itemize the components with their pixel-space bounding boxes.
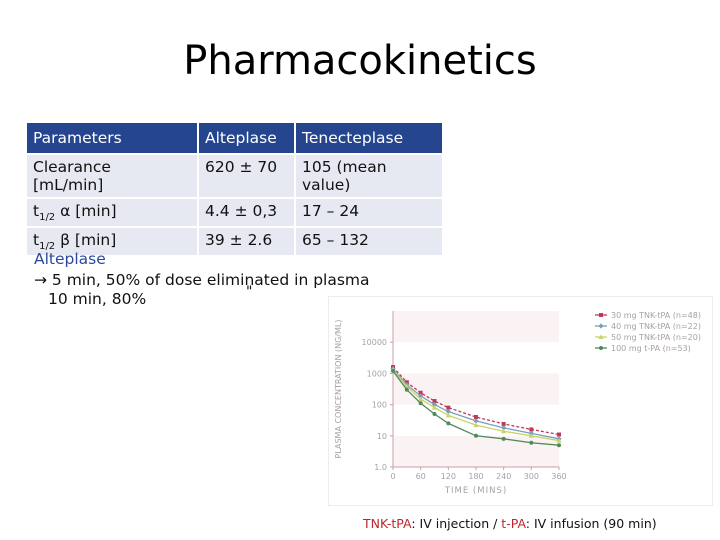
data-point: [391, 368, 395, 373]
data-point: [557, 443, 561, 448]
param-t: t: [33, 231, 40, 250]
data-point: [418, 390, 423, 395]
legend-label: 40 mg TNK-tPA (n=22): [611, 322, 701, 331]
data-point: [501, 421, 506, 426]
cell-param-t-half-alpha: t1/2 α [min]: [27, 197, 199, 227]
legend-label: 30 mg TNK-tPA (n=48): [611, 311, 701, 320]
y-tick-label: 10000: [362, 338, 387, 347]
ditto-mark: ": [246, 284, 253, 300]
y-tick-label: 1000: [367, 369, 387, 378]
x-axis-label: TIME (MINS): [444, 486, 507, 496]
cell-param-clearance: Clearance [mL/min]: [27, 153, 199, 197]
data-point: [529, 427, 534, 432]
data-point: [599, 313, 603, 317]
x-tick-label: 240: [496, 472, 511, 481]
x-tick-label: 180: [468, 472, 483, 481]
plot-band: [393, 435, 559, 467]
cell-tenecteplase-t-half-beta: 65 – 132: [296, 226, 444, 256]
legend-label: 100 mg t-PA (n=53): [611, 344, 691, 353]
tenecteplase-clearance-line1: 105 (mean: [302, 158, 387, 176]
x-tick-label: 60: [416, 472, 426, 481]
cell-param-t-half-beta: t1/2 β [min]: [27, 226, 199, 256]
caption-tnk-desc: : IV injection /: [411, 516, 502, 531]
caption-tpa-desc: : IV infusion (90 min): [525, 516, 657, 531]
x-tick-label: 300: [524, 472, 539, 481]
y-tick-label: 100: [372, 401, 387, 410]
data-point: [557, 432, 561, 437]
chart-svg: 10000 1000 100 10 1.00 60 120 180 240 300 360 TIME …: [334, 311, 701, 496]
data-point: [598, 334, 604, 339]
data-point: [501, 428, 507, 434]
table-row-clearance: Clearance [mL/min] 620 ± 70 105 (mean va…: [27, 153, 444, 197]
header-alteplase: Alteplase: [199, 123, 296, 153]
slide-title: Pharmacokinetics: [183, 38, 537, 84]
data-point: [445, 412, 451, 418]
param-subscript: 1/2: [39, 241, 56, 253]
caption-tnk: TNK-tPA: [363, 516, 412, 531]
data-point: [418, 401, 423, 406]
data-point: [446, 405, 451, 410]
data-point: [598, 323, 604, 329]
cell-alteplase-t-half-beta: 39 ± 2.6: [199, 226, 296, 256]
param-rest: α [min]: [55, 202, 117, 220]
param-clearance-line1: Clearance: [33, 158, 111, 176]
y-axis-label: PLASMA CONCENTRATION (NG/ML): [334, 320, 343, 459]
x-tick-label: 0: [390, 472, 395, 481]
table-row-t-half-alpha: t1/2 α [min] 4.4 ± 0,3 17 – 24: [27, 197, 444, 227]
data-point: [474, 415, 478, 420]
cell-tenecteplase-clearance: 105 (mean value): [296, 153, 444, 197]
cell-alteplase-t-half-alpha: 4.4 ± 0,3: [199, 197, 296, 227]
param-subscript: 1/2: [39, 212, 56, 224]
data-point: [473, 422, 479, 428]
table-row-t-half-beta: t1/2 β [min] 39 ± 2.6 65 – 132: [27, 226, 444, 256]
y-tick-label: 1.0: [374, 463, 387, 472]
figure-caption: TNK-tPA: IV injection / t-PA: IV infusio…: [363, 516, 657, 531]
plot-band: [393, 311, 559, 343]
y-tick-label: 10: [377, 432, 387, 441]
param-t: t: [33, 202, 40, 220]
data-point: [431, 405, 438, 410]
tenecteplase-clearance-line2: value): [302, 176, 351, 194]
plot-band: [393, 342, 559, 374]
pk-concentration-chart: 10000 1000 100 10 1.0 0 60 120 180 240 300 360 TIME …: [328, 296, 713, 506]
data-point: [432, 399, 437, 404]
x-tick-label: 120: [441, 472, 456, 481]
x-tick-label: 360: [551, 472, 566, 481]
data-point: [432, 411, 437, 416]
data-point: [474, 433, 478, 438]
legend-label: 50 mg TNK-tPA (n=20): [611, 333, 701, 342]
alteplase-note-heading: Alteplase: [34, 250, 106, 268]
header-tenecteplase: Tenecteplase: [296, 123, 444, 153]
data-point: [418, 396, 424, 402]
data-point: [473, 418, 479, 424]
param-clearance-line2: [mL/min]: [33, 176, 104, 194]
data-point: [528, 433, 534, 438]
param-rest: β [min]: [55, 231, 117, 250]
header-parameters: Parameters: [27, 123, 199, 153]
data-point: [404, 387, 409, 392]
series-line: [392, 366, 560, 436]
cell-tenecteplase-t-half-alpha: 17 – 24: [296, 197, 444, 227]
parameters-table: Parameters Alteplase Tenecteplase Cleara…: [27, 123, 444, 256]
data-point: [556, 438, 562, 443]
caption-tpa: t-PA: [501, 516, 526, 531]
data-point: [501, 436, 506, 441]
table-header-row: Parameters Alteplase Tenecteplase: [27, 123, 444, 153]
cell-alteplase-clearance: 620 ± 70: [199, 153, 296, 197]
data-point: [431, 402, 438, 408]
data-point: [599, 346, 603, 350]
data-point: [446, 421, 451, 426]
data-point: [529, 440, 534, 445]
elimination-note-5min: → 5 min, 50% of dose eliminated in plasm…: [34, 271, 370, 289]
elimination-note-10min: 10 min, 80%: [48, 290, 147, 308]
